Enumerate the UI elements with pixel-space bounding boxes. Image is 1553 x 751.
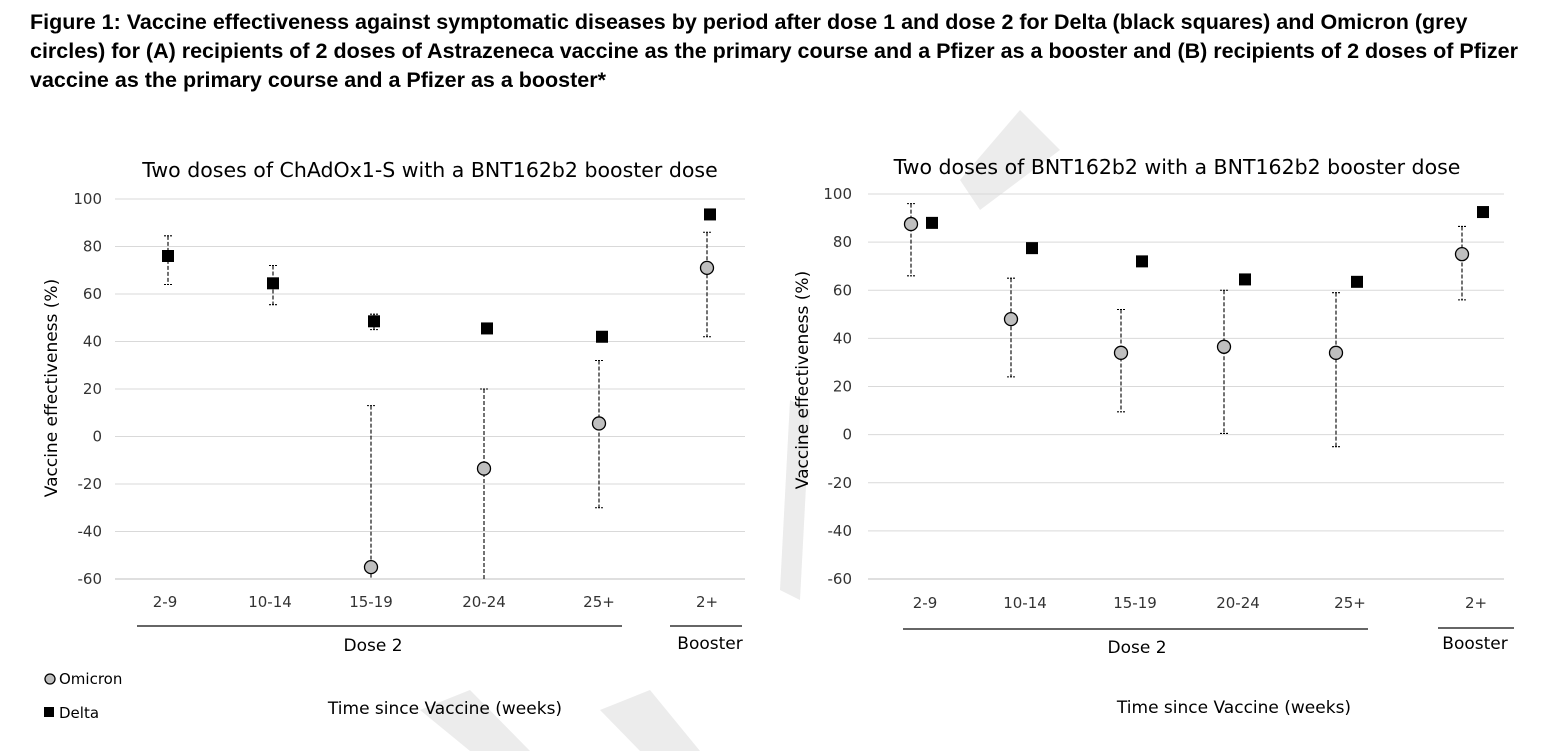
y-tick-label: 40: [833, 329, 852, 347]
x-axis-ticks: 2-9 10-14 15-19 20-24 25+ 2+: [913, 594, 1487, 612]
delta-point: [267, 277, 279, 290]
legend-delta-marker: [44, 707, 54, 717]
delta-point: [596, 330, 608, 343]
x-axis-label: Time since Vaccine (weeks): [1116, 698, 1351, 718]
x-tick-label: 2-9: [153, 593, 178, 611]
omicron-point: [903, 216, 919, 232]
delta-point: [481, 322, 493, 335]
x-tick-label: 2+: [1465, 594, 1487, 612]
y-tick-label: 100: [73, 190, 102, 208]
gridlines: [868, 193, 1504, 580]
x-tick-label: 20-24: [1216, 594, 1260, 612]
omicron-point: [1216, 339, 1232, 354]
x-tick-label: 2+: [696, 593, 718, 611]
delta-point: [1477, 206, 1489, 219]
y-axis-label: Vaccine effectiveness (%): [42, 279, 62, 497]
delta-point: [704, 208, 716, 221]
delta-point: [1136, 255, 1148, 268]
x-tick-label: 10-14: [1003, 594, 1047, 612]
omicron-point: [591, 416, 607, 431]
x-tick-label: 25+: [1334, 594, 1366, 612]
y-tick-label: -20: [78, 475, 103, 493]
y-axis-label: Vaccine effectiveness (%): [793, 271, 813, 489]
x-tick-label: 15-19: [349, 593, 393, 611]
x-tick-label: 25+: [583, 593, 615, 611]
x-axis-ticks: 2-9 10-14 15-19 20-24 25+ 2+: [153, 593, 718, 611]
delta-point: [1351, 275, 1363, 288]
y-tick-label: -60: [78, 570, 103, 588]
omicron-point: [363, 559, 379, 575]
x-tick-label: 2-9: [913, 594, 938, 612]
y-axis-ticks: 100 80 60 40 20 0 -20 -40 -60: [823, 185, 852, 588]
y-tick-label: 60: [833, 281, 852, 299]
delta-point: [368, 315, 380, 328]
omicron-point: [1454, 247, 1470, 262]
omicron-point: [1328, 345, 1344, 360]
y-tick-label: 20: [833, 378, 852, 396]
y-tick-label: 20: [83, 380, 102, 398]
y-tick-label: -20: [828, 474, 853, 492]
omicron-point: [476, 461, 492, 476]
error-bars: [907, 203, 1466, 448]
booster-group-label: Booster: [677, 634, 742, 654]
y-tick-label: 60: [83, 285, 102, 303]
y-axis-ticks: 100 80 60 40 20 0 -20 -40 -60: [73, 190, 102, 588]
data-points: [162, 208, 716, 575]
dose2-group-label: Dose 2: [1107, 638, 1166, 658]
data-points: [903, 206, 1489, 360]
chart-title: Two doses of BNT162b2 with a BNT162b2 bo…: [893, 155, 1461, 179]
omicron-point: [1113, 345, 1129, 360]
delta-point: [1239, 273, 1251, 286]
delta-point: [926, 216, 938, 229]
gridlines: [115, 198, 745, 580]
legend-delta-label: Delta: [59, 704, 99, 722]
figure-caption: Figure 1: Vaccine effectiveness against …: [30, 10, 1518, 92]
omicron-point: [1003, 311, 1019, 327]
y-tick-label: 40: [83, 333, 102, 351]
x-axis-label: Time since Vaccine (weeks): [327, 699, 562, 719]
omicron-point: [699, 260, 715, 276]
y-tick-label: -40: [78, 523, 103, 541]
y-tick-label: 0: [842, 426, 852, 444]
y-tick-label: 100: [823, 185, 852, 203]
x-tick-label: 10-14: [248, 593, 292, 611]
y-tick-label: 0: [92, 428, 102, 446]
y-tick-label: -60: [828, 570, 853, 588]
x-tick-label: 15-19: [1113, 594, 1157, 612]
legend-omicron-marker: [44, 673, 56, 685]
delta-point: [162, 250, 174, 262]
dose2-group-label: Dose 2: [343, 636, 402, 656]
y-tick-label: 80: [833, 233, 852, 251]
booster-group-label: Booster: [1442, 634, 1507, 654]
x-tick-label: 20-24: [462, 593, 506, 611]
y-tick-label: 80: [83, 238, 102, 256]
y-tick-label: -40: [828, 522, 853, 540]
legend-omicron-label: Omicron: [59, 670, 122, 688]
delta-point: [1026, 242, 1038, 255]
chart-title: Two doses of ChAdOx1-S with a BNT162b2 b…: [141, 158, 717, 182]
